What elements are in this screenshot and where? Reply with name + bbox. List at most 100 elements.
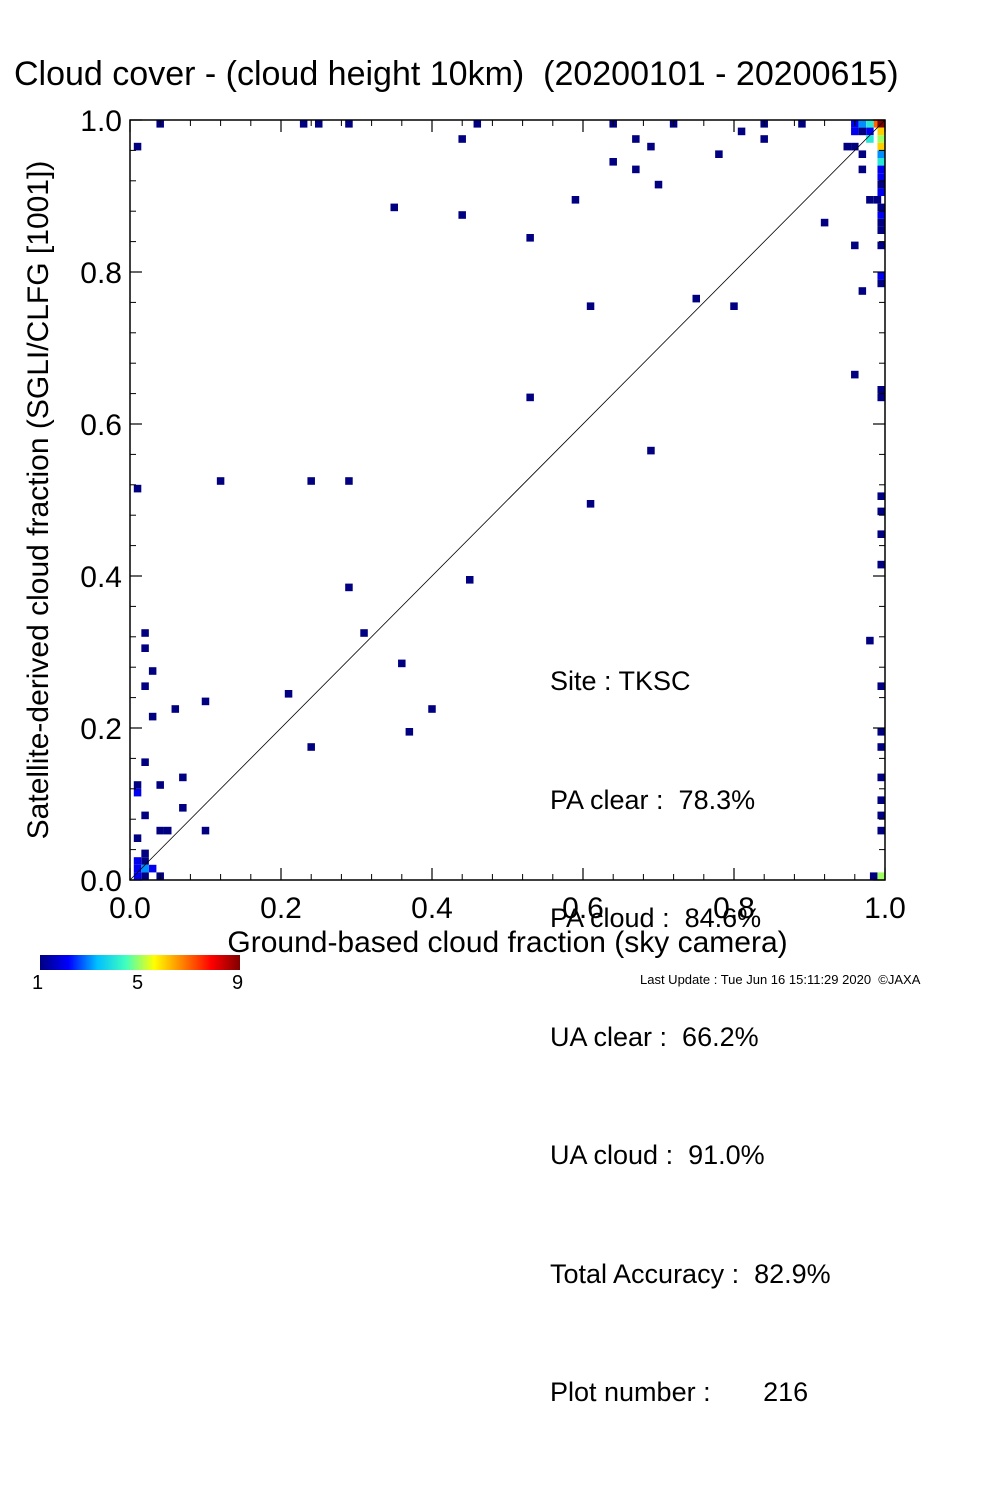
heatmap-cell [877, 180, 885, 189]
heatmap-cell [179, 773, 187, 782]
heatmap-cell [869, 872, 878, 880]
heatmap-cell [873, 120, 882, 128]
heatmap-cell [141, 629, 149, 637]
heatmap-cell [877, 743, 885, 751]
heatmap-cell [858, 287, 867, 295]
heatmap-cell [345, 120, 353, 128]
heatmap-cell [307, 743, 315, 751]
heatmap-cell [877, 150, 885, 158]
heatmap-cell [820, 218, 829, 227]
last-update-footer: Last Update : Tue Jun 16 15:11:29 2020 ©… [640, 972, 921, 987]
heatmap-cell [873, 196, 882, 204]
heatmap-cell [866, 636, 874, 645]
stat-pa-clear: PA clear : 78.3% [550, 784, 756, 815]
heatmap-cell [315, 120, 323, 128]
heatmap-cell [877, 386, 885, 394]
heatmap-cell [141, 857, 149, 865]
chart-title: Cloud cover - (cloud height 10km) (20200… [14, 55, 899, 93]
x-tick-label: 0.4 [411, 892, 453, 925]
x-tick-label: 0.2 [260, 892, 302, 925]
heatmap-cell [654, 180, 663, 189]
heatmap-cell [466, 576, 474, 584]
heatmap-cell [866, 135, 874, 143]
heatmap-cell [877, 393, 885, 402]
heatmap-cell [345, 477, 353, 485]
x-axis-label: Ground-based cloud fraction (sky camera) [227, 926, 787, 959]
heatmap-cell [858, 165, 867, 174]
heatmap-cell [877, 203, 885, 212]
heatmap-cell [398, 659, 406, 668]
heatmap-cell [133, 857, 142, 865]
stat-ua-cloud: UA cloud : 91.0% [550, 1140, 765, 1170]
heatmap-cell [877, 560, 885, 569]
stat-site: Site : TKSC [550, 666, 691, 696]
heatmap-cell [877, 226, 885, 234]
heatmap-cell [360, 629, 368, 637]
heatmap-cell [526, 234, 534, 242]
colorbar-gradient [40, 955, 240, 970]
heatmap-cell [141, 872, 149, 880]
stat-ua-clear: UA clear : 66.2% [550, 1021, 759, 1052]
heatmap-cell [216, 477, 225, 485]
heatmap-cell [877, 530, 885, 538]
plot-area: 0.0 0.2 0.4 0.6 0.8 1.0 0.0 0.2 0.4 0.6 0.8 1.0 Gro… [22, 105, 906, 970]
heatmap-cell [858, 127, 867, 136]
heatmap-cell [851, 127, 859, 136]
heatmap-cell [730, 302, 738, 310]
heatmap-cell [171, 705, 180, 713]
heatmap-cell [526, 393, 534, 402]
heatmap-cell [877, 218, 885, 227]
heatmap-cell [877, 142, 885, 151]
x-tick-label: 1.0 [864, 892, 906, 925]
heatmap-cell [877, 507, 885, 516]
chart: Cloud cover - (cloud height 10km) (20200… [14, 55, 921, 1407]
heatmap-cell [692, 294, 700, 303]
heatmap-cell [284, 690, 293, 698]
heatmap-cell [877, 492, 885, 500]
heatmap-cell [141, 849, 149, 858]
stat-pa-cloud: PA cloud : 84.6% [550, 903, 762, 933]
heatmap-cell [133, 872, 142, 880]
y-axis-label: Satellite-derived cloud fraction (SGLI/C… [22, 161, 55, 840]
colorbar-tick-min: 1 [32, 972, 44, 994]
heatmap-cell [164, 826, 172, 835]
colorbar [40, 955, 240, 970]
heatmap-cell [458, 135, 466, 143]
heatmap-cell [632, 135, 640, 143]
y-tick-label: 0.4 [80, 561, 122, 594]
heatmap-cell [148, 864, 157, 873]
heatmap-cell [609, 158, 617, 166]
heatmap-cell [715, 150, 723, 158]
heatmap-cell [133, 864, 142, 873]
heatmap-cell [798, 120, 806, 128]
heatmap-cell [760, 135, 768, 143]
x-tick-label: 0.8 [713, 892, 755, 925]
heatmap-cell [345, 583, 353, 592]
heatmap-cell [851, 241, 859, 250]
heatmap-cell [877, 165, 885, 174]
heatmap-cell [141, 682, 149, 690]
heatmap-cell [141, 758, 149, 766]
heatmap-cell [405, 728, 414, 736]
heatmap-cell [133, 142, 142, 151]
heatmap-cell [571, 196, 580, 204]
heatmap-cell [858, 150, 867, 158]
y-tick-label: 0.8 [80, 257, 122, 290]
heatmap-cell [148, 667, 157, 675]
y-tick-label: 0.2 [80, 713, 122, 746]
heatmap-cell [201, 697, 210, 706]
heatmap-cell [390, 203, 398, 212]
heatmap-cell [632, 165, 640, 174]
heatmap-cell [141, 864, 149, 873]
heatmap-cell [851, 142, 859, 151]
heatmap-cell [156, 781, 164, 789]
heatmap-cell [133, 781, 142, 789]
stat-total-accuracy: Total Accuracy : 82.9% [550, 1258, 831, 1289]
heatmap-cell [877, 188, 885, 196]
y-tick-label: 1.0 [80, 105, 122, 138]
heatmap-cell [586, 302, 595, 310]
heatmap-cell [866, 127, 874, 136]
heatmap-cell [133, 484, 142, 493]
heatmap-cell [877, 211, 885, 219]
heatmap-cell [877, 826, 885, 835]
